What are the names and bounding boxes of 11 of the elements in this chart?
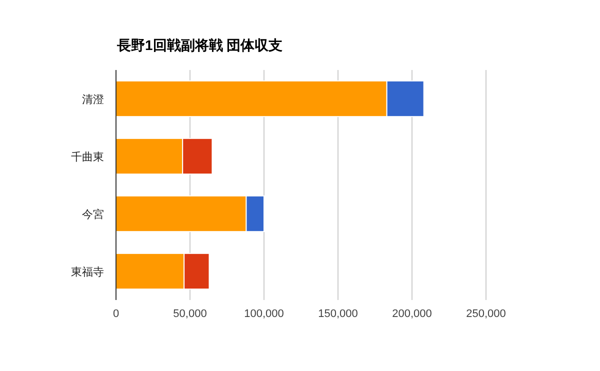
y-tick-label: 今宮 <box>82 208 104 221</box>
x-tick-label: 50,000 <box>173 308 207 320</box>
y-tick-label: 東福寺 <box>71 265 104 278</box>
y-tick-label: 千曲東 <box>71 150 104 164</box>
x-tick-label: 250,000 <box>466 308 506 320</box>
chart-title: 長野1回戦副将戦 団体収支 <box>116 37 283 53</box>
x-tick-label: 200,000 <box>392 308 432 320</box>
x-tick-label: 150,000 <box>318 308 358 320</box>
x-tick-label: 100,000 <box>244 308 284 320</box>
x-tick-label: 0 <box>112 308 120 320</box>
y-tick-label: 清澄 <box>82 92 104 106</box>
